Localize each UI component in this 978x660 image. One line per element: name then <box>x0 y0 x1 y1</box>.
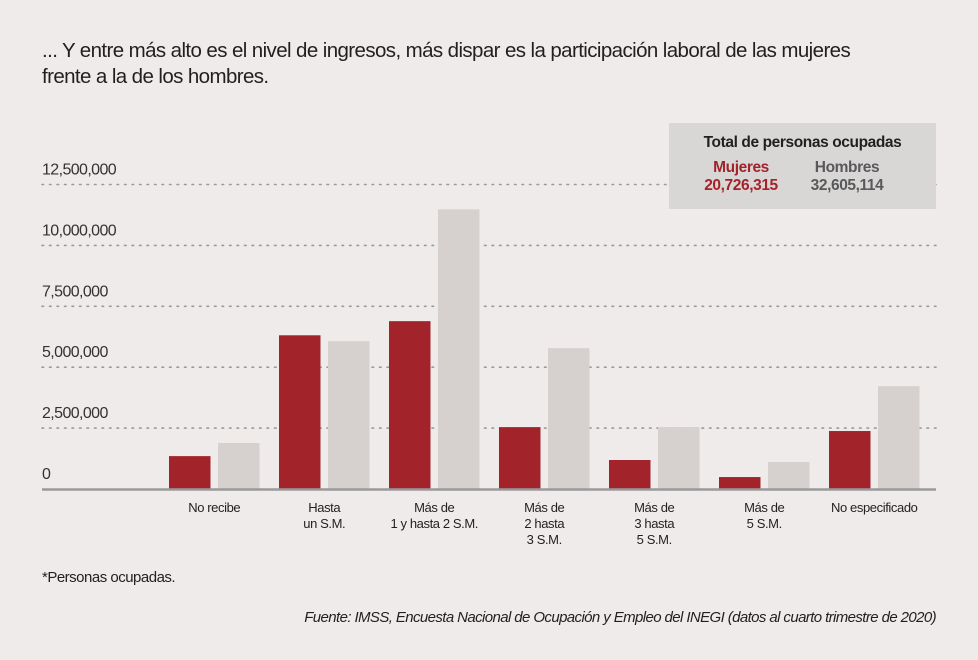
y-tick-label: 5,000,000 <box>42 344 108 361</box>
totals-women: Mujeres 20,726,315 <box>691 159 791 195</box>
y-tick-label: 2,500,000 <box>42 405 108 422</box>
x-tick-label: Más de 5 S.M. <box>744 500 784 531</box>
footnote: *Personas ocupadas. <box>42 569 176 586</box>
x-tick-label: No recibe <box>188 500 240 515</box>
bar-hombres <box>658 427 700 489</box>
y-tick-label: 0 <box>42 466 51 483</box>
bar-hombres <box>438 209 480 489</box>
bar-hombres <box>768 461 810 489</box>
chart-title-line-2: frente a la de los hombres. <box>42 65 269 88</box>
x-tick-label-line: 5 S.M. <box>637 532 672 547</box>
x-tick-label: Más de 2 hasta 3 S.M. <box>524 500 565 547</box>
bar-mujeres <box>169 456 211 489</box>
bar-hombres <box>328 341 370 489</box>
bar-mujeres <box>829 431 871 489</box>
x-tick-label-line: 1 y hasta 2 S.M. <box>390 516 478 531</box>
x-tick-label-line: 3 S.M. <box>527 532 562 547</box>
bar-hombres <box>548 348 590 489</box>
x-tick-label: Más de 1 y hasta 2 S.M. <box>390 500 478 531</box>
x-tick-label: Más de 3 hasta 5 S.M. <box>634 500 675 547</box>
totals-men: Hombres 32,605,114 <box>797 159 897 195</box>
bar-mujeres <box>499 427 541 489</box>
bar-mujeres <box>279 335 321 489</box>
x-tick-label-line: Más de <box>524 500 564 515</box>
x-tick-label-line: No recibe <box>188 500 240 515</box>
y-tick-label: 7,500,000 <box>42 283 108 300</box>
chart-title: ... Y entre más alto es el nivel de ingr… <box>42 38 942 90</box>
y-tick-label: 12,500,000 <box>42 162 117 179</box>
totals-title: Total de personas ocupadas <box>703 134 902 151</box>
x-tick-label-line: Más de <box>744 500 784 515</box>
bar-hombres <box>218 442 260 489</box>
bar-mujeres <box>389 321 431 489</box>
x-tick-label: Hasta un S.M. <box>303 500 345 531</box>
totals-women-label: Mujeres <box>713 159 769 176</box>
x-tick-label-line: Más de <box>634 500 674 515</box>
totals-men-value: 32,605,114 <box>810 177 884 194</box>
totals-women-value: 20,726,315 <box>704 177 778 194</box>
x-tick-label-line: Hasta <box>308 500 341 515</box>
y-tick-label: 10,000,000 <box>42 222 117 239</box>
x-tick-label-line: 5 S.M. <box>747 516 782 531</box>
bar-hombres <box>878 386 920 489</box>
x-tick-label-line: un S.M. <box>303 516 345 531</box>
x-tick-label-line: 2 hasta <box>524 516 565 531</box>
x-tick-label-line: No especificado <box>831 500 918 515</box>
bar-mujeres <box>609 460 651 489</box>
totals-box: Total de personas ocupadas Mujeres 20,72… <box>669 123 936 209</box>
chart-title-line-1: ... Y entre más alto es el nivel de ingr… <box>42 39 851 62</box>
x-tick-label: No especificado <box>831 500 918 515</box>
x-tick-label-line: 3 hasta <box>634 516 675 531</box>
x-tick-label-line: Más de <box>414 500 454 515</box>
source-note: Fuente: IMSS, Encuesta Nacional de Ocupa… <box>304 609 936 626</box>
bar-mujeres <box>719 477 761 489</box>
totals-men-label: Hombres <box>814 159 880 176</box>
